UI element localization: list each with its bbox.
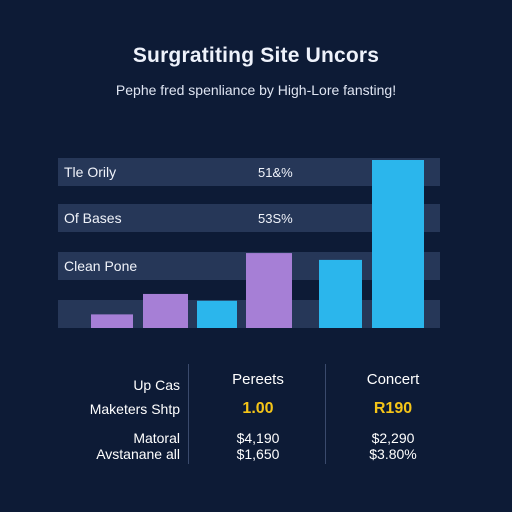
bar (143, 293, 188, 328)
column-header-concert: Concert (366, 371, 420, 388)
bar (197, 300, 237, 328)
chart-subtitle: Pephe fred spenliance by High-Lore fanst… (115, 82, 397, 98)
table-cell: $4,190 (236, 430, 280, 446)
bar (246, 253, 292, 328)
row-label: Clean Pone (64, 258, 137, 274)
table-row-label: Maketers Shtp (89, 401, 180, 417)
bar (319, 259, 362, 328)
row-label: Of Bases (64, 210, 122, 226)
chart-title: Surgratiting Site Uncors (132, 44, 380, 67)
row-value: 51&% (258, 165, 293, 180)
table-divider (188, 364, 189, 464)
table-cell: $2,290 (371, 430, 415, 446)
table-cell: $3.80% (369, 446, 417, 462)
column-header-pereets: Pereets (232, 371, 284, 388)
table-row-label: Avstanane all (96, 446, 180, 462)
bar (372, 160, 424, 328)
table-row-label: Up Cas (133, 377, 180, 393)
table-cell: $1,650 (236, 446, 280, 462)
bar (91, 314, 133, 328)
table-cell: R190 (373, 400, 413, 417)
row-label: Tle Orily (64, 164, 116, 180)
table-divider (325, 364, 326, 464)
row-value: 53S% (258, 211, 293, 226)
table-cell: 1.00 (242, 400, 274, 417)
table-row-label: Matoral (133, 430, 180, 446)
